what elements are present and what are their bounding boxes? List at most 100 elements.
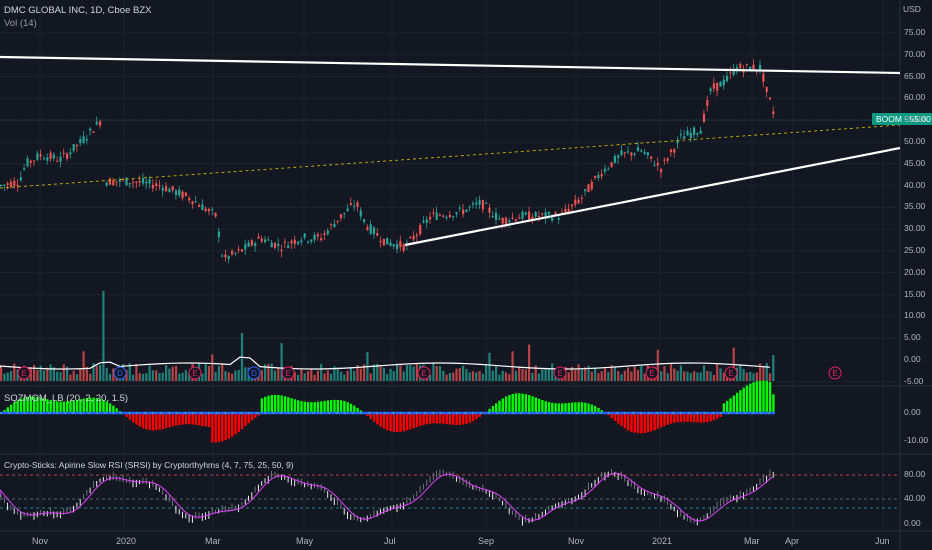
event-marker-circle bbox=[645, 366, 659, 380]
volume-bar bbox=[587, 365, 590, 381]
squeeze-bar bbox=[105, 401, 108, 413]
candle-body bbox=[132, 182, 135, 184]
srsi-label[interactable]: Crypto-Sticks: Apirine Slow RSI (SRSI) b… bbox=[4, 460, 294, 470]
candle-body bbox=[570, 204, 574, 207]
squeeze-bar bbox=[580, 402, 584, 413]
squeeze-bar bbox=[749, 383, 752, 413]
currency-label[interactable]: USD bbox=[903, 4, 921, 14]
squeeze-label[interactable]: SQZMOM_LB (20, 2, 20, 1.5) bbox=[4, 393, 129, 404]
candle-body bbox=[584, 189, 587, 192]
volume-bar bbox=[432, 363, 435, 381]
squeeze-bar bbox=[99, 398, 102, 413]
candle-body bbox=[277, 243, 280, 247]
volume-bar bbox=[320, 363, 323, 381]
candle-body bbox=[181, 191, 184, 199]
squeeze-bar bbox=[313, 402, 316, 413]
event-marker-label: E bbox=[649, 369, 654, 378]
squeeze-bar bbox=[663, 413, 666, 426]
squeeze-bar bbox=[755, 381, 759, 413]
volume-label[interactable]: Vol (14) bbox=[4, 18, 37, 29]
squeeze-bar bbox=[79, 399, 82, 413]
price-tick-label: 40.00 bbox=[904, 179, 926, 190]
candle-body bbox=[128, 183, 131, 185]
candle-body bbox=[679, 134, 682, 136]
volume-bar bbox=[85, 366, 88, 381]
candle-body bbox=[326, 230, 329, 235]
volume-bar bbox=[508, 374, 511, 381]
candle-body bbox=[254, 243, 257, 247]
volume-bar bbox=[303, 373, 306, 381]
time-tick-label: Mar bbox=[205, 536, 221, 546]
squeeze-bar bbox=[171, 413, 174, 427]
candle-body bbox=[115, 181, 118, 183]
candle-body bbox=[178, 189, 181, 196]
squeeze-bar bbox=[501, 398, 504, 413]
squeeze-bar bbox=[372, 413, 376, 422]
squeeze-bar bbox=[491, 406, 495, 413]
candle-body bbox=[567, 208, 570, 213]
candle-body bbox=[419, 225, 422, 235]
squeeze-bar bbox=[660, 413, 663, 428]
symbol-title[interactable]: DMC GLOBAL INC, 1D, Cboe BZX bbox=[4, 5, 152, 16]
candle-body bbox=[250, 240, 253, 246]
volume-bar bbox=[165, 365, 168, 381]
squeeze-bar bbox=[405, 413, 409, 431]
candle-body bbox=[541, 213, 544, 215]
candle-body bbox=[306, 241, 310, 243]
squeeze-bar bbox=[587, 403, 590, 413]
candle-body bbox=[118, 178, 121, 182]
volume-bar bbox=[666, 373, 669, 381]
candle-body bbox=[184, 192, 187, 196]
squeeze-bar bbox=[646, 413, 650, 433]
volume-bar bbox=[79, 368, 82, 381]
candle-body bbox=[442, 215, 445, 217]
candle-body bbox=[89, 128, 92, 131]
trendlines[interactable] bbox=[0, 55, 901, 247]
volume-bar bbox=[336, 367, 339, 381]
squeeze-bar bbox=[303, 401, 306, 413]
candle-body bbox=[112, 180, 115, 186]
squeeze-bar bbox=[145, 413, 148, 430]
volume-bar bbox=[580, 369, 583, 381]
squeeze-bar bbox=[438, 413, 442, 424]
volume-ma-line bbox=[0, 356, 771, 370]
candle-body bbox=[188, 197, 191, 201]
squeeze-bar bbox=[19, 398, 23, 413]
volume-bar bbox=[277, 368, 280, 381]
squeeze-bar bbox=[415, 413, 419, 428]
candle-body bbox=[122, 179, 125, 181]
squeeze-bar bbox=[702, 413, 706, 423]
squeeze-bar bbox=[504, 396, 508, 413]
squeeze-bar bbox=[250, 413, 254, 421]
volume-bar bbox=[273, 370, 277, 381]
candle-body bbox=[198, 205, 201, 207]
squeeze-bar bbox=[36, 397, 39, 413]
volume-bar bbox=[72, 370, 75, 381]
volume-bar bbox=[669, 363, 673, 381]
candle-body bbox=[603, 168, 607, 172]
candle-body bbox=[597, 174, 600, 179]
squeeze-bar bbox=[108, 403, 112, 413]
volume-bar bbox=[313, 374, 316, 381]
volume-bar bbox=[138, 373, 141, 381]
volume-bar bbox=[547, 367, 550, 381]
volume-bar bbox=[524, 369, 527, 381]
candle-body bbox=[13, 180, 16, 186]
squeeze-bar bbox=[448, 413, 452, 425]
candle-body bbox=[155, 183, 158, 186]
squeeze-bar bbox=[752, 382, 755, 413]
volume-bar bbox=[59, 372, 62, 381]
volume-bar bbox=[75, 374, 79, 381]
candle-body bbox=[455, 212, 458, 215]
volume-bar bbox=[16, 369, 19, 381]
squeeze-bar bbox=[102, 399, 105, 413]
price-tick-label: 50.00 bbox=[904, 136, 926, 146]
price-tick-label: 10.00 bbox=[904, 310, 926, 321]
candle-body bbox=[491, 216, 494, 218]
candle-body bbox=[610, 162, 613, 167]
volume-bar bbox=[627, 367, 630, 381]
volume-bar bbox=[280, 343, 283, 381]
squeeze-bar bbox=[534, 397, 537, 413]
